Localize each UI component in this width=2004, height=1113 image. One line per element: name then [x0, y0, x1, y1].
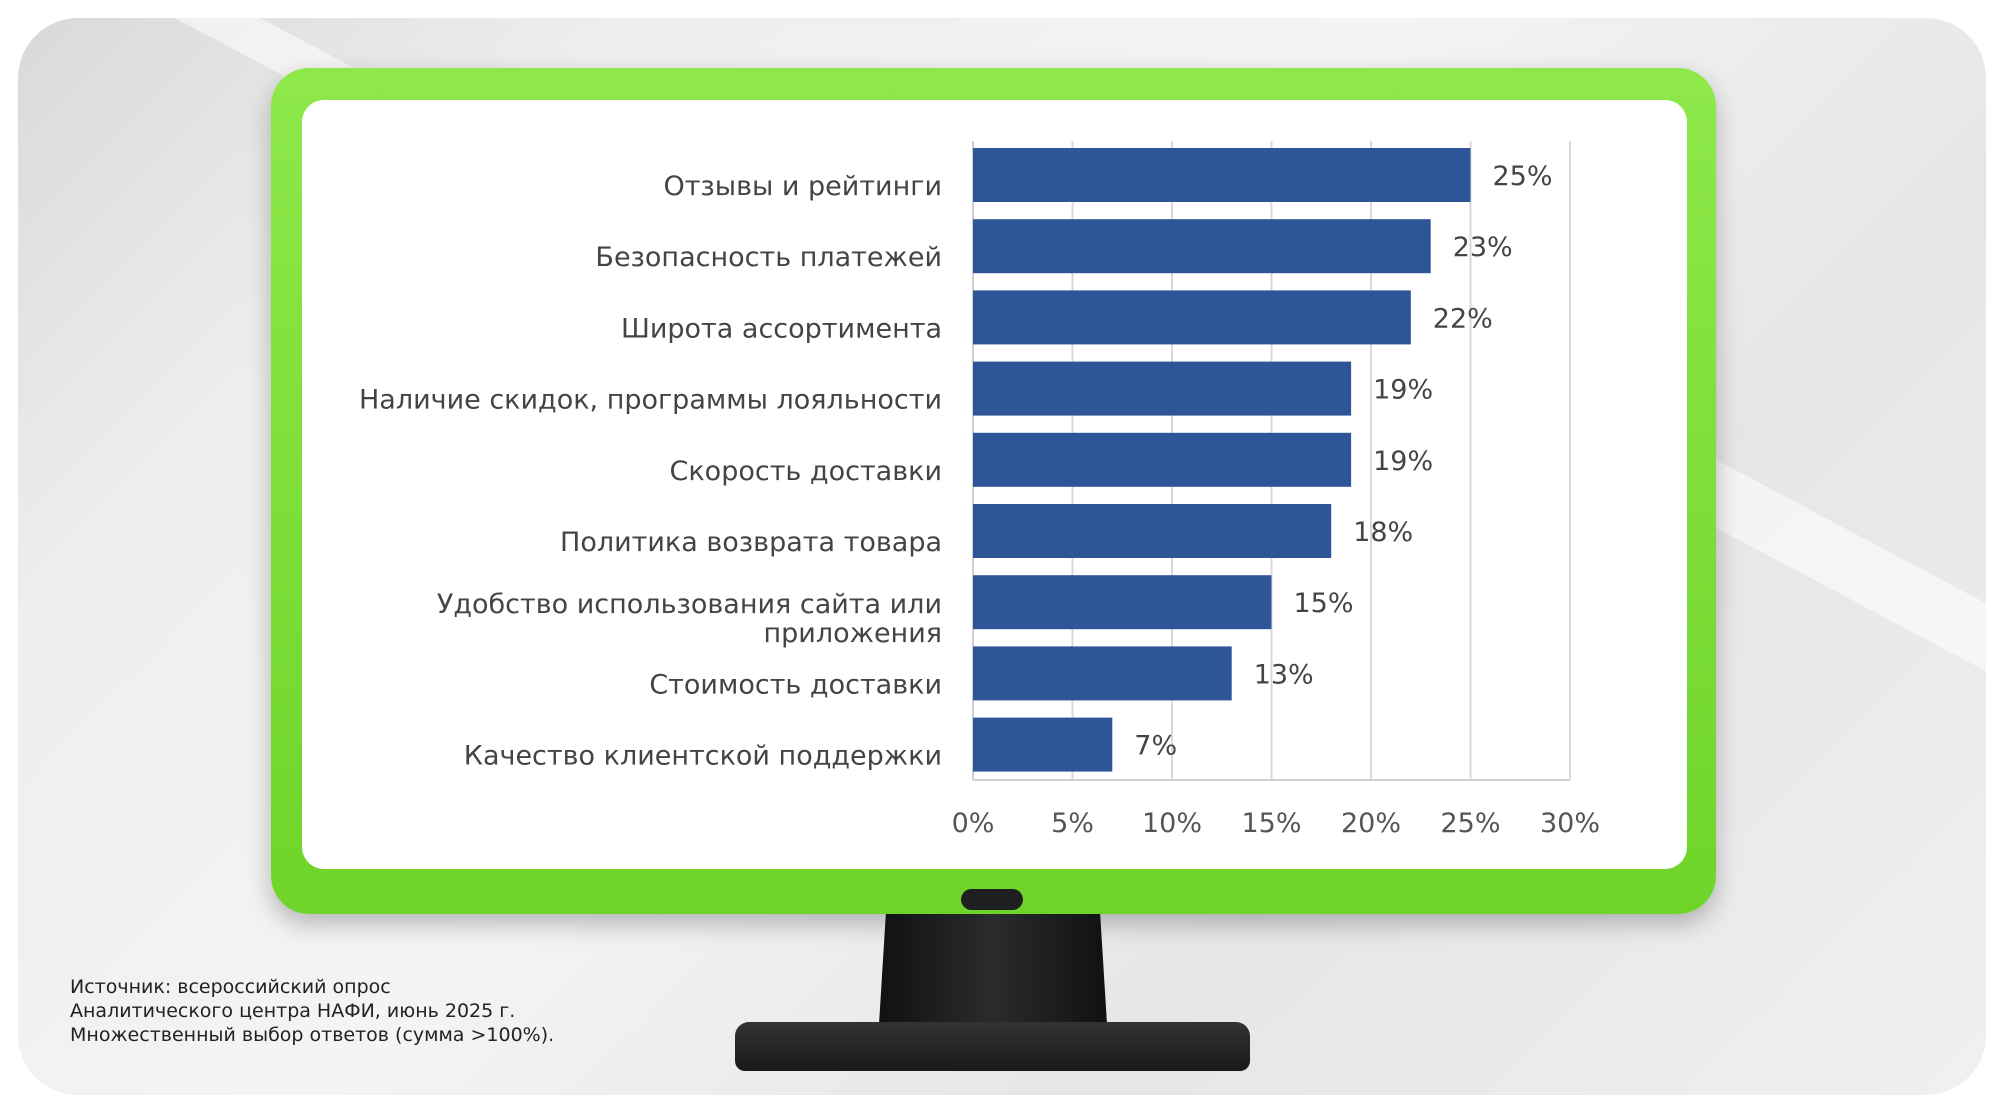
bar [973, 290, 1411, 345]
x-tick-label: 20% [1341, 808, 1401, 839]
x-tick-label: 15% [1241, 808, 1301, 839]
value-label: 22% [1433, 303, 1493, 334]
bar [973, 717, 1113, 772]
x-tick-label: 5% [1051, 808, 1094, 839]
value-label: 23% [1453, 232, 1513, 263]
source-line: Множественный выбор ответов (сумма >100%… [70, 1024, 555, 1046]
category-label: Скорость доставки [670, 456, 942, 487]
category-label: Безопасность платежей [595, 242, 942, 273]
x-tick-label: 25% [1440, 808, 1500, 839]
bar [973, 432, 1352, 487]
bar [973, 575, 1272, 630]
bar [973, 361, 1352, 416]
source-line: Аналитического центра НАФИ, июнь 2025 г. [70, 1000, 516, 1022]
category-label: Политика возврата товара [560, 527, 942, 558]
category-label: Стоимость доставки [649, 669, 942, 700]
category-label: Наличие скидок, программы лояльности [359, 385, 942, 416]
bar [973, 148, 1471, 202]
value-label: 7% [1134, 731, 1177, 762]
value-label: 19% [1373, 446, 1433, 477]
monitor-stand-neck [879, 914, 1107, 1024]
bar [973, 504, 1332, 558]
category-label: Широта ассортимента [621, 313, 942, 344]
monitor-stand-base [735, 1022, 1250, 1071]
category-label: приложения [764, 618, 943, 649]
value-label: 25% [1493, 161, 1553, 192]
bar [973, 219, 1431, 274]
value-label: 18% [1353, 517, 1413, 548]
bar [973, 646, 1232, 701]
value-label: 19% [1373, 375, 1433, 406]
value-label: 15% [1294, 588, 1354, 619]
monitor-power-button [961, 889, 1023, 910]
source-line: Источник: всероссийский опрос [70, 976, 391, 998]
value-label: 13% [1254, 659, 1314, 690]
x-tick-label: 30% [1540, 808, 1600, 839]
category-label: Отзывы и рейтинги [663, 171, 942, 202]
source-note: Источник: всероссийский опрос Аналитичес… [70, 975, 554, 1047]
x-tick-label: 10% [1142, 808, 1202, 839]
category-label: Удобство использования сайта или [437, 589, 942, 620]
x-tick-label: 0% [952, 808, 995, 839]
category-label: Качество клиентской поддержки [464, 741, 942, 772]
